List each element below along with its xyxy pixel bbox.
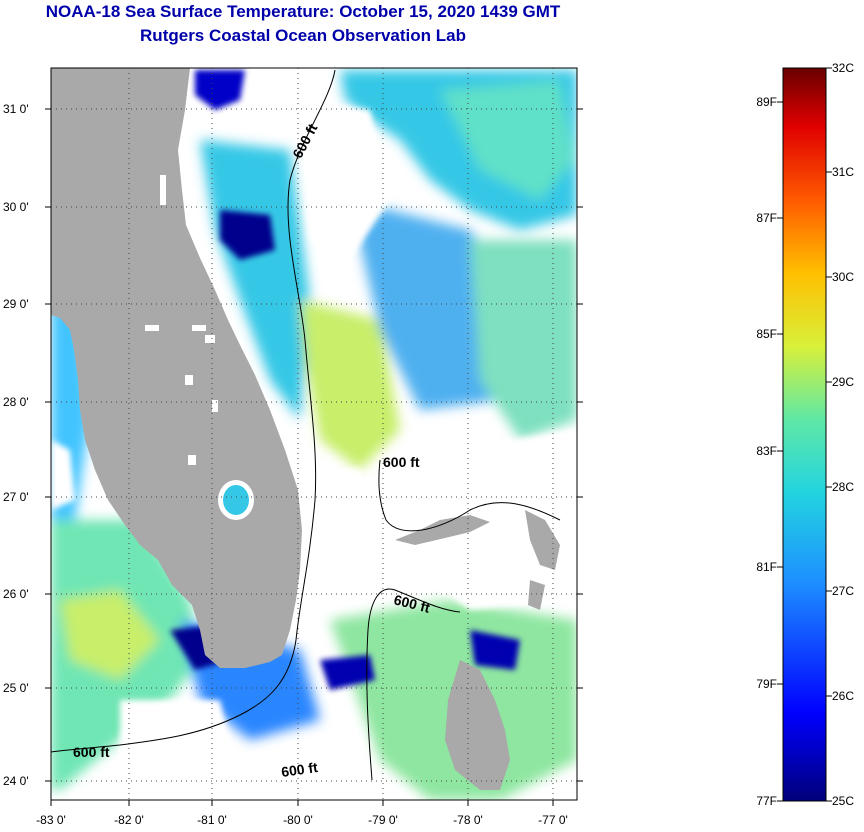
land-andros: [445, 660, 510, 790]
cbar-c-29: 29C: [832, 375, 854, 389]
lon-label-79: -79 0': [368, 813, 398, 827]
land-grand-bahama: [395, 515, 490, 545]
cbar-f-79: 79F: [756, 677, 777, 691]
colorbar-ticks: [777, 67, 832, 802]
lon-label-78: -78 0': [453, 813, 483, 827]
lat-label-30: 30 0': [3, 200, 29, 214]
cbar-c-30: 30C: [832, 270, 854, 284]
lon-label-77: -77 0': [538, 813, 568, 827]
lat-label-31: 31 0': [3, 102, 29, 116]
lon-label-82: -82 0': [114, 813, 144, 827]
cbar-c-25: 25C: [832, 794, 854, 808]
gridlines: [51, 68, 577, 800]
lat-label-29: 29 0': [3, 297, 29, 311]
cbar-c-27: 27C: [832, 584, 854, 598]
cbar-c-31: 31C: [832, 165, 854, 179]
lat-label-26: 26 0': [3, 587, 29, 601]
lat-label-24: 24 0': [3, 774, 29, 788]
colorbar-gradient: [782, 67, 827, 802]
contour-label-grand-bahama: 600 ft: [383, 454, 420, 470]
sst-patch-gulf-yellow: [60, 590, 160, 680]
lon-label-80: -80 0': [283, 813, 313, 827]
sst-dark-east: [470, 630, 520, 670]
axis-ticks: [45, 108, 583, 806]
contour-label-south: 600 ft: [280, 759, 319, 780]
sst-dark-patches: [170, 70, 520, 690]
sst-dark-mid: [320, 655, 375, 690]
contour-bahamas-north: [378, 459, 561, 532]
isobath-contours: [50, 69, 561, 781]
sst-patch-gulfstream: [300, 300, 400, 470]
contour-florida-shelf: [50, 69, 336, 753]
map-frame: [50, 67, 578, 801]
lat-label-28: 28 0': [3, 395, 29, 409]
sst-patch-east: [470, 240, 577, 440]
sst-patch-atlantic-shelf: [200, 140, 310, 420]
cbar-f-89: 89F: [756, 95, 777, 109]
land-abaco: [525, 510, 560, 570]
lon-label-81: -81 0': [197, 813, 227, 827]
map-subtitle: Rutgers Coastal Ocean Observation Lab: [140, 26, 466, 45]
sst-dark-north-coast: [220, 210, 275, 260]
contour-label-gulf: 600 ft: [73, 744, 110, 760]
inland-lakes: [145, 175, 218, 465]
lat-label-25: 25 0': [3, 681, 29, 695]
cbar-f-83: 83F: [756, 444, 777, 458]
cbar-f-81: 81F: [756, 560, 777, 574]
cbar-c-26: 26C: [832, 689, 854, 703]
cbar-f-77: 77F: [756, 794, 777, 808]
sst-imagery: [51, 68, 577, 800]
cbar-f-85: 85F: [756, 327, 777, 341]
colorbar: 32C 31C 30C 29C 28C 27C 26C 25C 89F 87F …: [756, 61, 854, 808]
cbar-f-87: 87F: [756, 211, 777, 225]
longitude-labels: -83 0' -82 0' -81 0' -80 0' -79 0' -78 0…: [36, 813, 568, 827]
latitude-labels: 31 0' 30 0' 29 0' 28 0' 27 0' 26 0' 25 0…: [3, 102, 29, 788]
land-eleuthera-small: [528, 580, 545, 610]
cbar-c-28: 28C: [832, 480, 854, 494]
sst-dark-northwest: [195, 70, 245, 110]
lat-label-27: 27 0': [3, 490, 29, 504]
lon-label-83: -83 0': [36, 813, 66, 827]
map-title: NOAA-18 Sea Surface Temperature: October…: [45, 2, 561, 21]
sst-patch-northeast-green: [440, 80, 575, 200]
contour-bahamas-south: [366, 588, 461, 781]
cbar-c-32: 32C: [832, 61, 854, 75]
